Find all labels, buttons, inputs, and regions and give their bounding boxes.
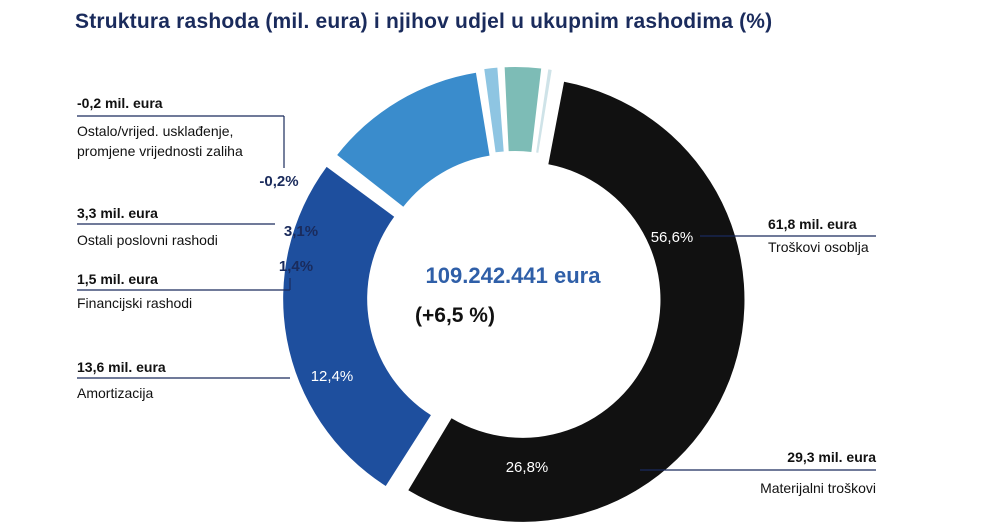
slice-name-label-3: Financijski rashodi bbox=[77, 295, 192, 311]
slice-3 bbox=[484, 67, 504, 153]
slice-value-label-3: 1,5 mil. eura bbox=[77, 271, 158, 287]
chart-title: Struktura rashoda (mil. eura) i njihov u… bbox=[75, 10, 773, 33]
slice-4 bbox=[504, 67, 542, 152]
slice-name-label-1: Materijalni troškovi bbox=[760, 480, 876, 496]
donut-slices bbox=[283, 67, 745, 522]
center-total-label: 109.242.441 eura bbox=[426, 263, 602, 288]
slice-0 bbox=[408, 81, 745, 522]
slice-name-label-2: Amortizacija bbox=[77, 385, 153, 401]
slice-percent-label-2: 12,4% bbox=[311, 368, 354, 385]
slice-5 bbox=[536, 69, 552, 153]
leader-lines bbox=[77, 115, 876, 471]
slice-labels: 56,6% 26,8% 12,4% 1,4% 3,1% -0,2% bbox=[259, 173, 693, 476]
slice-value-label-2: 13,6 mil. eura bbox=[77, 359, 166, 375]
slice-name-label-5-line-0: Ostalo/vrijed. usklađenje, bbox=[77, 123, 233, 139]
slice-value-label-0: 61,8 mil. eura bbox=[768, 216, 857, 232]
slice-percent-label-0: 56,6% bbox=[651, 229, 694, 246]
slice-2 bbox=[337, 72, 490, 207]
slice-name-label-4: Ostali poslovni rashodi bbox=[77, 232, 218, 248]
slice-name-label-5-line-1: promjene vrijednosti zaliha bbox=[77, 143, 243, 159]
slice-percent-label-1: 26,8% bbox=[506, 459, 549, 476]
slice-value-label-4: 3,3 mil. eura bbox=[77, 205, 158, 221]
slice-value-label-1: 29,3 mil. eura bbox=[787, 449, 876, 465]
slice-annotations: 61,8 mil. eura Troškovi osoblja 29,3 mil. … bbox=[77, 95, 876, 496]
center-change-label: (+6,5 %) bbox=[415, 304, 495, 327]
slice-percent-label-5: -0,2% bbox=[259, 173, 298, 190]
slice-percent-label-3: 1,4% bbox=[279, 258, 313, 275]
slice-percent-label-4: 3,1% bbox=[284, 223, 318, 240]
slice-name-label-0: Troškovi osoblja bbox=[768, 239, 869, 255]
slice-1 bbox=[283, 166, 431, 486]
slice-value-label-5: -0,2 mil. eura bbox=[77, 95, 163, 111]
